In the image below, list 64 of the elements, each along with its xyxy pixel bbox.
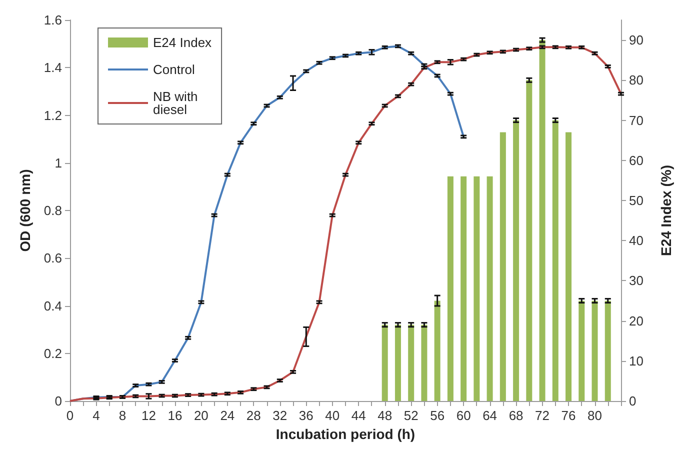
legend-label: NB with diesel xyxy=(153,89,202,117)
bar xyxy=(592,300,598,401)
x-tick-label: 72 xyxy=(535,408,550,423)
bar xyxy=(382,324,388,401)
bar xyxy=(552,120,558,401)
y-tick-label: 0.6 xyxy=(44,250,62,266)
x-tick-label: 28 xyxy=(246,408,261,423)
bar xyxy=(394,324,401,401)
y-tick-label: 0.2 xyxy=(44,346,62,361)
legend-label: Control xyxy=(153,62,196,77)
bar xyxy=(566,132,572,401)
bar xyxy=(604,300,611,401)
bar xyxy=(434,300,440,401)
x-tick-label: 52 xyxy=(404,408,418,423)
bar xyxy=(513,120,520,401)
y2-tick-label: 30 xyxy=(629,273,644,288)
x-tick-label: 56 xyxy=(430,408,445,423)
x-tick-label: 20 xyxy=(194,408,208,423)
x-tick-label: 12 xyxy=(141,408,156,423)
y2-tick-label: 80 xyxy=(629,72,644,88)
x-tick-label: 4 xyxy=(92,408,100,423)
y2-tick-label: 70 xyxy=(629,112,644,128)
y2-tick-label: 60 xyxy=(629,152,644,168)
bar xyxy=(486,176,493,401)
bar xyxy=(539,40,546,401)
y-tick-label: 1.2 xyxy=(44,108,62,123)
y2-tick-label: 20 xyxy=(629,313,644,328)
x-tick-label: 60 xyxy=(456,408,471,423)
x-tick-label: 32 xyxy=(272,408,288,423)
legend-label: E24 Index xyxy=(153,35,212,50)
y-tick-label: 1.4 xyxy=(44,60,62,76)
x-tick-label: 8 xyxy=(118,408,126,423)
y-tick-label: 1.6 xyxy=(44,12,62,28)
y2-tick-label: 90 xyxy=(629,32,644,48)
y-tick-label: 0 xyxy=(54,394,62,408)
bar xyxy=(408,324,414,401)
x-tick-label: 68 xyxy=(508,408,524,423)
x-tick-label: 0 xyxy=(66,408,74,423)
y2-tick-label: 50 xyxy=(629,192,644,208)
bar xyxy=(500,132,506,401)
y2-tick-label: 10 xyxy=(629,353,644,368)
x-tick-label: 64 xyxy=(482,408,498,423)
x-tick-label: 36 xyxy=(298,408,314,423)
x-tick-label: 24 xyxy=(220,408,235,423)
y2-axis-title: E24 Index (%) xyxy=(658,164,674,256)
x-tick-label: 48 xyxy=(378,408,392,423)
bar xyxy=(421,324,428,401)
bar xyxy=(447,176,454,401)
y2-tick-label: 0 xyxy=(629,394,636,408)
x-tick-label: 80 xyxy=(588,408,602,423)
bar xyxy=(578,300,585,401)
y-tick-label: 0.8 xyxy=(44,203,62,218)
y-tick-label: 1 xyxy=(54,155,62,170)
bar xyxy=(460,176,467,401)
y-axis-title: OD (600 nm) xyxy=(17,169,33,252)
x-tick-label: 44 xyxy=(351,408,366,423)
y-tick-label: 0.4 xyxy=(44,298,62,314)
bar xyxy=(474,176,480,401)
x-tick-label: 76 xyxy=(561,408,576,423)
bar xyxy=(526,80,532,401)
x-tick-label: 16 xyxy=(168,408,182,423)
y2-tick-label: 40 xyxy=(629,233,644,248)
x-tick-label: 40 xyxy=(325,408,340,423)
x-axis-title: Incubation period (h) xyxy=(276,426,416,442)
